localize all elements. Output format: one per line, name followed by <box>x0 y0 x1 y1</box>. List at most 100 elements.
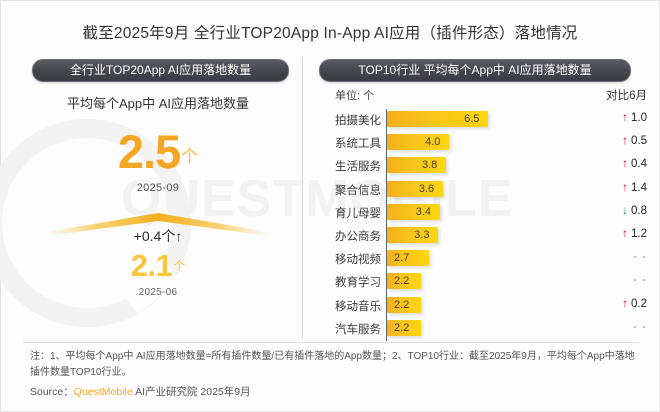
chart-row: 育儿母婴 3.4 ↓ 0.8 <box>319 202 649 225</box>
category-label: 办公商务 <box>335 230 381 243</box>
vertical-divider <box>302 57 303 339</box>
previous-metric: 2.1个 <box>23 250 293 281</box>
arrow-up-icon: ↑ <box>622 297 628 310</box>
category-label: 移动视频 <box>335 254 381 267</box>
bar-container: 6.5 <box>387 111 489 127</box>
chart-row: 生活服务 3.8 ↑ 0.4 <box>319 155 649 178</box>
growth-indicator: +0.4个↑ <box>23 210 293 244</box>
delta-arrow-up-icon: ↑ <box>175 228 183 244</box>
bar-value-label: 3.8 <box>421 159 438 172</box>
unit-label: 单位: 个 <box>335 90 375 102</box>
bar-container: 3.8 <box>387 157 447 174</box>
arrow-down-icon: ↓ <box>622 204 628 217</box>
arrow-up-icon: ↑ <box>622 135 628 148</box>
previous-date-label: 2025-06 <box>138 287 178 298</box>
bar: 3.3 <box>387 226 439 243</box>
bar-value-label: 3.4 <box>415 205 432 218</box>
no-data-dashes: - - <box>633 320 647 333</box>
previous-unit: 个 <box>173 258 186 273</box>
no-data-dashes: - - <box>633 274 647 287</box>
chevron-up-icon <box>43 210 273 240</box>
bar-value-label: 2.2 <box>394 298 410 311</box>
comparison-value: - - <box>633 321 647 333</box>
chart-row: 办公商务 3.3 ↑ 1.2 <box>319 225 649 248</box>
chart-row: 移动视频 2.7 - - <box>319 248 649 271</box>
page-title: 截至2025年9月 全行业TOP20App In-App AI应用（插件形态）落… <box>82 25 578 42</box>
comparison-value: ↑ 0.5 <box>622 135 647 148</box>
bar-value-label: 3.3 <box>414 228 430 241</box>
bar-container: 4.0 <box>387 134 450 151</box>
bar-value-label: 3.6 <box>418 182 435 195</box>
comparison-value: ↑ 1.4 <box>622 181 647 194</box>
comparison-value: ↑ 1.0 <box>622 112 647 124</box>
source-brand: QuestMobile <box>73 386 133 398</box>
arrow-up-icon: ↑ <box>622 227 628 240</box>
delta-unit: 个 <box>161 228 176 244</box>
source-line: Source：QuestMobile AI产业研究院 2025年9月 <box>30 384 251 399</box>
bar: 2.7 <box>387 250 430 267</box>
category-label: 生活服务 <box>335 161 381 174</box>
previous-value: 2.1 <box>130 248 173 283</box>
current-unit: 个 <box>181 146 199 166</box>
bar: 2.2 <box>387 296 422 313</box>
arrow-up-icon: ↑ <box>622 181 628 194</box>
bar-value-label: 2.2 <box>394 275 410 288</box>
comparison-column-header: 对比6月 <box>606 90 647 102</box>
right-chart-panel: 单位: 个 对比6月 拍摄美化 6.5 ↑ 1.0 系统工具 4.0 ↑ 0.5 生活服务 3… <box>319 87 649 341</box>
section-header-right: TOP10行业 平均每个App中 AI应用落地数量 <box>319 59 631 82</box>
bar-value-label: 2.7 <box>394 252 410 265</box>
chart-axis-line <box>386 109 387 341</box>
chart-header: 单位: 个 对比6月 <box>319 87 649 105</box>
arrow-up-icon: ↑ <box>622 112 628 124</box>
bar-container: 3.3 <box>387 226 439 243</box>
source-suffix: AI产业研究院 2025年9月 <box>132 386 251 398</box>
category-label: 移动音乐 <box>335 300 381 313</box>
bar-container: 3.4 <box>387 203 441 220</box>
bar: 6.5 <box>387 111 489 127</box>
chart-row: 拍摄美化 6.5 ↑ 1.0 <box>319 109 649 132</box>
category-label: 聚合信息 <box>335 184 381 197</box>
bar-value-label: 4.0 <box>425 136 441 149</box>
chart-row: 汽车服务 2.2 - - <box>319 318 649 341</box>
bar-container: 2.7 <box>387 250 430 267</box>
section-header-left: 全行业TOP20App AI应用落地数量 <box>32 59 289 82</box>
current-date-label: 2025-09 <box>136 182 180 194</box>
delta-number: +0.4 <box>133 228 162 244</box>
chart-row: 聚合信息 3.6 ↑ 1.4 <box>319 179 649 202</box>
bar-value-label: 6.5 <box>464 113 480 125</box>
summary-caption: 平均每个App中 AI应用落地数量 <box>66 96 250 111</box>
comparison-value: - - <box>633 251 647 263</box>
horizontal-divider <box>23 342 639 343</box>
arrow-up-icon: ↑ <box>622 158 628 171</box>
category-label: 系统工具 <box>335 138 381 151</box>
bar: 2.2 <box>387 273 422 290</box>
bar: 3.8 <box>387 157 447 174</box>
chart-row: 移动音乐 2.2 ↑ 0.2 <box>319 295 649 318</box>
bar-value-label: 2.2 <box>394 321 410 334</box>
bar: 3.4 <box>387 203 441 220</box>
bar-container: 3.6 <box>387 180 444 197</box>
comparison-value: - - <box>633 274 647 286</box>
category-label: 拍摄美化 <box>335 115 381 127</box>
category-label: 汽车服务 <box>335 323 381 336</box>
comparison-value: ↑ 1.2 <box>622 227 647 240</box>
current-value: 2.5 <box>117 125 181 178</box>
bar-container: 2.2 <box>387 319 422 336</box>
category-label: 教育学习 <box>335 277 381 290</box>
chart-row: 教育学习 2.2 - - <box>319 271 649 294</box>
horizontal-bar-chart: 拍摄美化 6.5 ↑ 1.0 系统工具 4.0 ↑ 0.5 生活服务 3.8 ↑ 0.4 聚合信息… <box>319 109 649 341</box>
source-prefix: Source： <box>30 386 74 398</box>
comparison-value: ↑ 0.2 <box>622 297 647 310</box>
footnote: 注：1、平均每个App中 AI应用落地数量=所有插件数量/已有插件落地的App数… <box>30 351 635 378</box>
bar: 2.2 <box>387 319 422 336</box>
current-metric: 2.5个 <box>23 128 293 175</box>
comparison-value: ↓ 0.8 <box>622 204 647 217</box>
bar: 3.6 <box>387 180 444 197</box>
category-label: 育儿母婴 <box>335 207 381 220</box>
no-data-dashes: - - <box>633 251 647 264</box>
chart-row: 系统工具 4.0 ↑ 0.5 <box>319 132 649 155</box>
bar-container: 2.2 <box>387 296 422 313</box>
delta-value: +0.4个↑ <box>134 226 183 246</box>
bar: 4.0 <box>387 134 450 151</box>
